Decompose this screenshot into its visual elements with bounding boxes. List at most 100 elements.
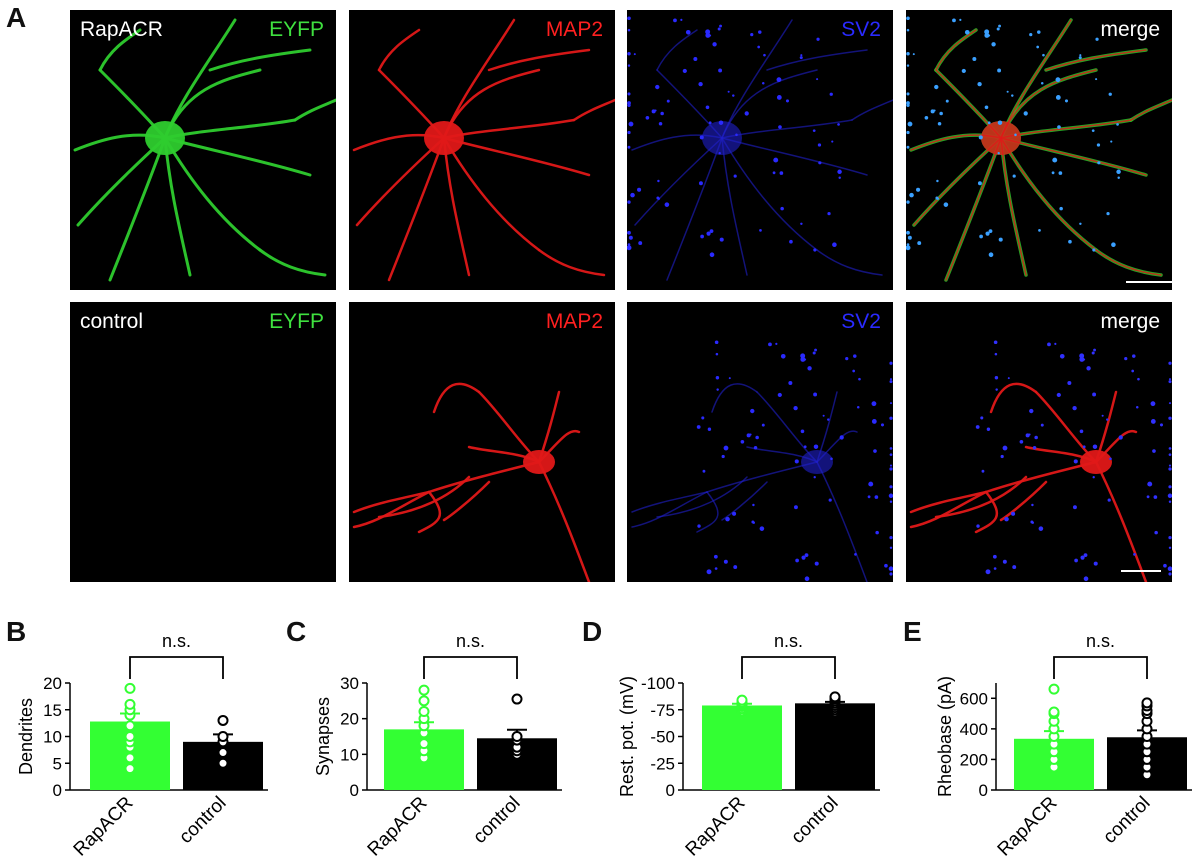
neurite-trace [387, 136, 446, 282]
synapse-puncta [733, 174, 737, 178]
synapse-puncta [906, 28, 910, 32]
neurite-trace [696, 491, 719, 533]
neurite-trace [352, 490, 431, 529]
synapse-puncta [759, 229, 762, 232]
neurite-trace [1044, 48, 1148, 72]
synapse-puncta [1064, 99, 1069, 103]
synapse-puncta [693, 56, 698, 61]
y-tick-label: 0 [53, 781, 62, 800]
synapse-puncta [707, 427, 712, 431]
data-point [124, 704, 136, 716]
synapse-puncta [977, 81, 982, 87]
synapse-puncta [1091, 351, 1095, 355]
synapse-puncta [945, 99, 949, 103]
synapse-puncta [837, 169, 842, 175]
neurite-trace [934, 475, 1028, 519]
neurite-trace [945, 137, 1002, 281]
synapse-puncta [845, 356, 849, 361]
neurite-trace [766, 49, 868, 71]
synapse-puncta [1029, 32, 1033, 37]
synapse-puncta [906, 52, 910, 56]
synapse-puncta [1168, 500, 1172, 503]
data-point [124, 709, 136, 721]
synapse-puncta [698, 181, 703, 186]
synapse-puncta [705, 105, 710, 110]
soma [424, 121, 464, 155]
synapse-puncta [988, 252, 994, 258]
synapse-puncta [1040, 423, 1044, 427]
synapse-puncta [994, 376, 999, 380]
synapse-puncta [1078, 56, 1082, 60]
synapse-puncta [714, 567, 718, 570]
neurite-trace [355, 136, 446, 227]
synapse-puncta [1012, 174, 1016, 178]
micrograph-image [352, 18, 615, 282]
synapse-puncta [964, 29, 970, 35]
synapse-puncta [1168, 416, 1172, 420]
synapse-puncta [984, 105, 989, 110]
micrograph-channel-label: MAP2 [545, 18, 603, 41]
synapse-puncta [803, 445, 807, 449]
micrograph-image [631, 340, 893, 582]
synapse-puncta [749, 433, 752, 436]
synapse-puncta [985, 231, 990, 236]
synapse-puncta [1168, 453, 1172, 457]
synapse-puncta [985, 569, 991, 575]
synapse-puncta [1163, 563, 1167, 568]
neurite-trace [572, 98, 615, 122]
synapse-puncta [717, 27, 721, 31]
synapse-puncta [793, 505, 798, 510]
synapse-puncta [1038, 229, 1041, 232]
synapse-puncta [924, 115, 929, 120]
data-point [511, 748, 523, 760]
neurite-trace [989, 382, 1038, 414]
synapse-puncta [706, 569, 712, 575]
synapse-puncta [943, 202, 949, 207]
synapse-puncta [627, 230, 631, 235]
synapse-puncta [1106, 212, 1110, 216]
synapse-puncta [906, 145, 910, 149]
synapse-puncta [888, 566, 893, 572]
synapse-puncta [758, 30, 762, 34]
synapse-puncta [776, 77, 782, 83]
micrograph-panel: RapACR EYFP [70, 10, 336, 290]
synapse-puncta [1028, 433, 1031, 436]
neurite-trace [974, 490, 998, 534]
neurite-trace [76, 136, 167, 227]
y-tick-label: 30 [340, 674, 359, 693]
synapse-puncta [706, 231, 711, 236]
synapse-puncta [727, 90, 730, 93]
synapse-puncta [645, 115, 650, 120]
synapse-puncta [1168, 361, 1172, 365]
data-point [511, 741, 523, 753]
chart-c: C 0 10 20 30 Synapses RapACR control n.s. [286, 616, 562, 861]
soma [145, 121, 185, 155]
micrograph-channel-label: merge [1100, 310, 1160, 333]
neurite-trace [442, 480, 491, 522]
synapse-puncta [813, 392, 818, 397]
synapse-puncta [772, 171, 776, 175]
data-point [1141, 705, 1153, 717]
synapse-puncta [1004, 516, 1009, 522]
synapse-puncta [906, 103, 910, 107]
synapse-puncta [827, 418, 830, 421]
significance-label: n.s. [1086, 631, 1115, 651]
synapse-puncta [1037, 30, 1041, 34]
data-point [736, 696, 748, 708]
synapse-puncta [721, 454, 725, 459]
neurite-trace [108, 136, 167, 282]
data-point [217, 731, 229, 742]
synapse-puncta [888, 493, 893, 499]
data-point [1048, 761, 1060, 773]
synapse-puncta [1019, 439, 1024, 444]
neurite-trace [537, 460, 591, 582]
synapse-puncta [753, 446, 758, 450]
data-point [736, 698, 748, 710]
synapse-puncta [733, 565, 738, 569]
neurite-trace [721, 137, 818, 251]
synapse-puncta [1002, 559, 1007, 564]
neurite-trace [656, 476, 748, 518]
synapse-puncta [664, 202, 670, 207]
synapse-puncta [1168, 464, 1172, 467]
synapse-puncta [715, 376, 720, 380]
